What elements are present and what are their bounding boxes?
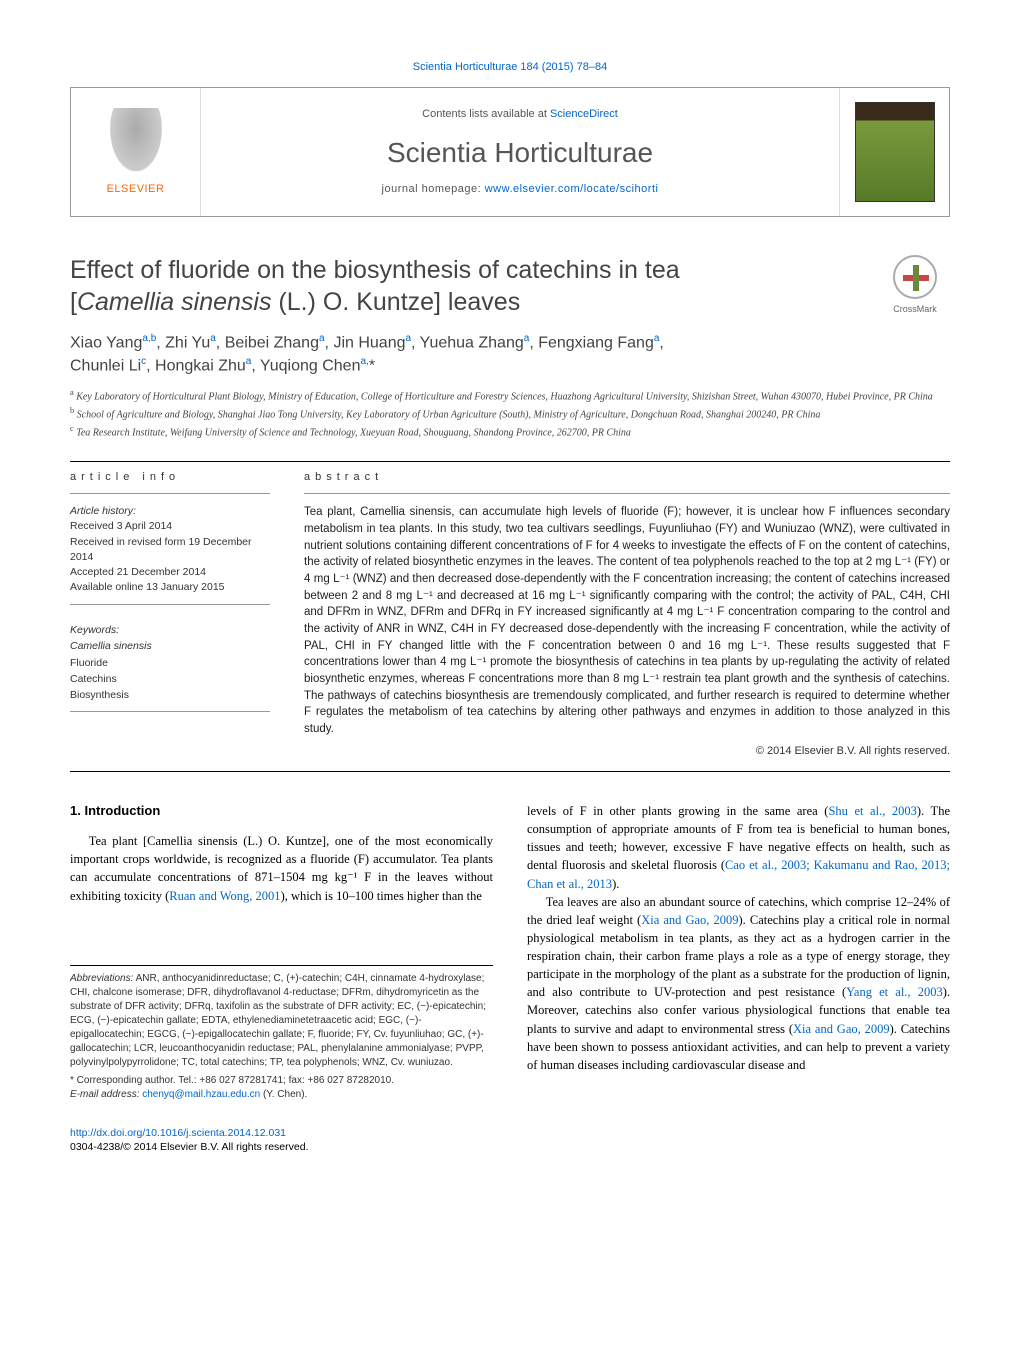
right-column: levels of F in other plants growing in t… [527, 802, 950, 1155]
history-received: Received 3 April 2014 [70, 520, 172, 532]
homepage-link[interactable]: www.elsevier.com/locate/scihorti [485, 183, 659, 195]
email-link[interactable]: chenyq@mail.hzau.edu.cn [142, 1089, 260, 1100]
keywords-label: Keywords: [70, 623, 270, 639]
keywords-block: Keywords: Camellia sinensis Fluoride Cat… [70, 623, 270, 713]
keyword-1: Camellia sinensis [70, 639, 270, 655]
divider [70, 461, 950, 462]
article-history: Article history: Received 3 April 2014 R… [70, 504, 270, 604]
intro-p2: levels of F in other plants growing in t… [527, 802, 950, 893]
intro-p1: Tea plant [Camellia sinensis (L.) O. Kun… [70, 832, 493, 905]
elsevier-tree-icon [106, 108, 166, 178]
email-suffix: (Y. Chen). [260, 1089, 307, 1100]
citation-link[interactable]: Ruan and Wong, 2001 [169, 889, 280, 903]
history-accepted: Accepted 21 December 2014 [70, 566, 206, 578]
citation-link[interactable]: Shu et al., 2003 [828, 804, 916, 818]
journal-cover-icon [855, 102, 935, 202]
author-list: Xiao Yanga,b, Zhi Yua, Beibei Zhanga, Ji… [70, 332, 950, 377]
title-line1: Effect of fluoride on the biosynthesis o… [70, 256, 680, 284]
abstract-copyright: © 2014 Elsevier B.V. All rights reserved… [304, 744, 950, 759]
citation-link[interactable]: Yang et al., 2003 [846, 985, 943, 999]
issn-copyright: 0304-4238/© 2014 Elsevier B.V. All right… [70, 1141, 309, 1153]
intro-heading: 1. Introduction [70, 802, 493, 820]
divider [70, 771, 950, 772]
keyword-2: Fluoride [70, 656, 270, 672]
cover-thumb-block [839, 88, 949, 216]
contents-available-line: Contents lists available at ScienceDirec… [422, 107, 618, 122]
crossmark-label: CrossMark [893, 303, 937, 316]
abbreviations: Abbreviations: ANR, anthocyanidinreducta… [70, 972, 493, 1070]
citation-link[interactable]: Xia and Gao, 2009 [793, 1022, 890, 1036]
doi-block: http://dx.doi.org/10.1016/j.scienta.2014… [70, 1126, 493, 1155]
publisher-name: ELSEVIER [107, 182, 165, 197]
keyword-4: Biosynthesis [70, 688, 270, 704]
history-label: Article history: [70, 505, 136, 517]
abstract-label: abstract [304, 470, 950, 494]
running-head: Scientia Horticulturae 184 (2015) 78–84 [70, 60, 950, 75]
title-line2: [Camellia sinensis (L.) O. Kuntze] leave… [70, 288, 520, 316]
left-column: 1. Introduction Tea plant [Camellia sine… [70, 802, 493, 1155]
affiliation-b: b School of Agriculture and Biology, Sha… [70, 405, 950, 423]
corr-text: Tel.: +86 027 87281741; fax: +86 027 872… [178, 1075, 394, 1086]
journal-masthead: ELSEVIER Contents lists available at Sci… [70, 87, 950, 217]
intro-p3: Tea leaves are also an abundant source o… [527, 893, 950, 1074]
corresponding-author: * Corresponding author. Tel.: +86 027 87… [70, 1074, 493, 1088]
article-info-label: article info [70, 470, 270, 494]
journal-name: Scientia Horticulturae [387, 133, 653, 172]
affiliation-a: a Key Laboratory of Horticultural Plant … [70, 387, 950, 405]
corr-label: * Corresponding author. [70, 1075, 178, 1086]
homepage-line: journal homepage: www.elsevier.com/locat… [382, 182, 659, 197]
footnotes: Abbreviations: ANR, anthocyanidinreducta… [70, 965, 493, 1102]
email-line: E-mail address: chenyq@mail.hzau.edu.cn … [70, 1088, 493, 1102]
history-online: Available online 13 January 2015 [70, 581, 225, 593]
crossmark-badge[interactable]: CrossMark [880, 255, 950, 316]
abbrev-text: ANR, anthocyanidinreductase; C, (+)-cate… [70, 973, 486, 1068]
publisher-block: ELSEVIER [71, 88, 201, 216]
abbrev-label: Abbreviations: [70, 973, 133, 984]
keyword-3: Catechins [70, 672, 270, 688]
affiliation-c: c Tea Research Institute, Weifang Univer… [70, 423, 950, 441]
email-label: E-mail address: [70, 1089, 142, 1100]
article-title: Effect of fluoride on the biosynthesis o… [70, 255, 860, 318]
doi-link[interactable]: http://dx.doi.org/10.1016/j.scienta.2014… [70, 1127, 286, 1139]
sciencedirect-link[interactable]: ScienceDirect [550, 108, 618, 120]
homepage-prefix: journal homepage: [382, 183, 485, 195]
abstract-text: Tea plant, Camellia sinensis, can accumu… [304, 504, 950, 737]
crossmark-icon [893, 255, 937, 299]
citation-link[interactable]: Xia and Gao, 2009 [641, 913, 738, 927]
contents-prefix: Contents lists available at [422, 108, 550, 120]
history-revised: Received in revised form 19 December 201… [70, 536, 252, 563]
affiliations: a Key Laboratory of Horticultural Plant … [70, 387, 950, 440]
